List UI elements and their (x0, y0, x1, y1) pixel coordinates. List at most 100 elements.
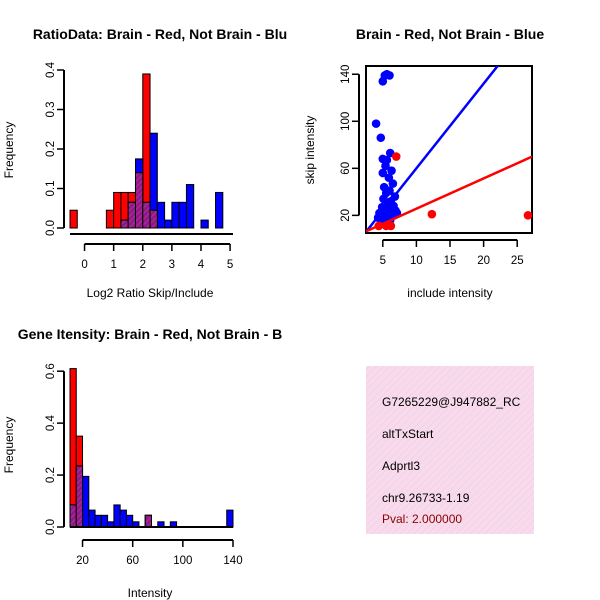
scatter-point-not-brain (378, 168, 388, 178)
scatter-point-not-brain (371, 119, 381, 128)
ratio-histogram-bar-not-brain (156, 201, 166, 229)
intensity-histogram-title: Gene Itensity: Brain - Red, Not Brain - … (18, 326, 282, 342)
ratio-histogram-bar-not-brain (185, 184, 195, 229)
intensity-histogram-bar-not-brain (82, 475, 90, 528)
scatter-y-label: skip intensity (303, 116, 317, 185)
ratio-histogram-bar-brain (113, 191, 122, 229)
info-probe-id: G7265229@J947882_RC (382, 395, 521, 409)
intensity-histogram-x-axis: 20 60 100 140 (76, 539, 243, 567)
ratio-histogram-x-tick-label: 0 (81, 259, 87, 271)
intensity-histogram-x-tick-label: 140 (223, 555, 242, 567)
scatter-clip-region (366, 66, 532, 233)
ratio-histogram-x-tick-label: 5 (227, 259, 233, 271)
scatter-x-tick-label: 15 (444, 255, 457, 267)
intensity-scatter-panel: Brain - Red, Not Brain - Blue 20 60 100 140… (303, 26, 544, 300)
ratio-histogram-y-tick-label: 0.0 (45, 220, 57, 236)
ratio-histogram-x-label: Log2 Ratio Skip/Include (87, 286, 214, 300)
scatter-x-tick-label: 25 (511, 255, 524, 267)
scatter-x-tick-label: 5 (380, 255, 386, 267)
ratio-histogram-bar-not-brain (178, 201, 187, 229)
scatter-plot-area (366, 66, 532, 233)
scatter-point-not-brain (381, 161, 390, 171)
ratio-histogram-y-label: Frequency (2, 122, 16, 179)
scatter-fit-line-brain (366, 155, 532, 233)
ratio-histogram-x-tick-label: 2 (140, 259, 146, 271)
ratio-histogram-bar-brain (69, 209, 78, 229)
intensity-histogram-y-axis: 0.0 0.2 0.4 0.6 (45, 363, 65, 535)
intensity-histogram-bar-not-brain (94, 514, 102, 528)
ratio-histogram-y-tick-label: 0.4 (45, 61, 57, 78)
info-gene: Adprtl3 (382, 459, 420, 473)
ratio-histogram-bar-not-brain (215, 191, 224, 229)
intensity-histogram-x-tick-label: 100 (173, 555, 192, 567)
ratio-histogram-bars (69, 73, 224, 229)
ratio-histogram-bar-not-brain (164, 219, 173, 229)
scatter-point-not-brain (376, 133, 386, 143)
intensity-histogram-bar-not-brain (226, 509, 234, 528)
intensity-histogram-y-tick-label: 0.0 (45, 519, 57, 535)
scatter-point-brain (523, 211, 532, 220)
intensity-histogram-bar-overlap-hatch (144, 514, 153, 528)
scatter-x-axis: 5 10 15 20 25 (380, 239, 524, 267)
scatter-y-tick-label: 100 (340, 112, 352, 131)
intensity-histogram-y-tick-label: 0.6 (45, 363, 57, 379)
scatter-point-brain (391, 152, 401, 161)
intensity-histogram-panel: Gene Itensity: Brain - Red, Not Brain - … (2, 326, 282, 600)
intensity-histogram-bar-not-brain (113, 504, 121, 528)
info-pval: Pval: 2.000000 (382, 512, 462, 526)
scatter-y-tick-label: 60 (340, 162, 352, 175)
intensity-histogram-bar-not-brain (100, 514, 109, 528)
ratio-histogram-bar-brain (105, 209, 115, 229)
ratio-histogram-y-tick-label: 0.2 (45, 141, 57, 157)
scatter-x-label: include intensity (407, 286, 492, 300)
info-box-clip: G7265229@J947882_RC altTxStart Adprtl3 c… (382, 395, 521, 526)
ratio-histogram-bar-overlap-hatch (127, 201, 136, 229)
scatter-point-not-brain (387, 166, 396, 175)
intensity-histogram-x-tick-label: 60 (126, 555, 139, 567)
intensity-histogram-bar-not-brain (125, 514, 134, 528)
intensity-histogram-y-tick-label: 0.4 (45, 415, 57, 432)
ratio-histogram-bar-overlap-hatch (142, 201, 151, 229)
scatter-point-not-brain (385, 71, 394, 80)
intensity-histogram-bar-not-brain (119, 509, 127, 528)
intensity-histogram-bars (69, 368, 234, 528)
ratio-histogram-x-tick-label: 4 (198, 259, 205, 271)
info-event-type: altTxStart (382, 427, 434, 441)
ratio-histogram-bar-overlap-hatch (134, 172, 144, 229)
intensity-histogram-bar-overlap-hatch (69, 504, 77, 528)
ratio-histogram-y-tick-label: 0.1 (45, 181, 57, 197)
info-box: G7265229@J947882_RC altTxStart Adprtl3 c… (366, 366, 534, 534)
scatter-title: Brain - Red, Not Brain - Blue (356, 26, 544, 42)
intensity-histogram-y-tick-label: 0.2 (45, 467, 57, 483)
intensity-histogram-y-label: Frequency (2, 417, 16, 474)
scatter-point-brain (386, 221, 396, 231)
info-location: chr9.26733-1.19 (382, 491, 470, 505)
scatter-x-tick-label: 20 (477, 255, 490, 267)
ratio-histogram-y-tick-label: 0.3 (45, 102, 57, 118)
scatter-plot-box (365, 65, 533, 234)
scatter-point-not-brain (388, 179, 398, 188)
ratio-histogram-bar-not-brain (171, 201, 180, 229)
scatter-y-tick-label: 140 (340, 65, 352, 84)
ratio-histogram-bar-not-brain (200, 219, 209, 229)
intensity-histogram-bar-brain (69, 368, 77, 528)
scatter-point-brain (427, 209, 437, 219)
ratio-histogram-x-axis: 0 1 2 3 4 5 (81, 243, 233, 271)
scatter-x-tick-label: 10 (410, 255, 423, 267)
ratio-histogram-bar-overlap-hatch (149, 209, 158, 229)
ratio-histogram-panel: RatioData: Brain - Red, Not Brain - Blu … (2, 26, 287, 300)
ratio-histogram-title: RatioData: Brain - Red, Not Brain - Blu (33, 26, 287, 42)
intensity-histogram-x-label: Intensity (128, 586, 173, 600)
intensity-histogram-bar-overlap-hatch (75, 465, 84, 528)
ratio-histogram-x-tick-label: 3 (169, 259, 175, 271)
info-box-background (366, 366, 534, 534)
ratio-histogram-bar-overlap-hatch (120, 219, 129, 229)
intensity-histogram-bar-not-brain (88, 509, 96, 528)
ratio-histogram-x-tick-label: 1 (110, 259, 116, 271)
scatter-y-tick-label: 20 (340, 209, 352, 222)
scatter-y-axis: 20 60 100 140 (340, 65, 360, 222)
intensity-histogram-x-tick-label: 20 (76, 555, 89, 567)
scatter-fit-line-not-brain (366, 66, 500, 233)
ratio-histogram-y-axis: 0.0 0.1 0.2 0.3 0.4 (45, 61, 65, 236)
